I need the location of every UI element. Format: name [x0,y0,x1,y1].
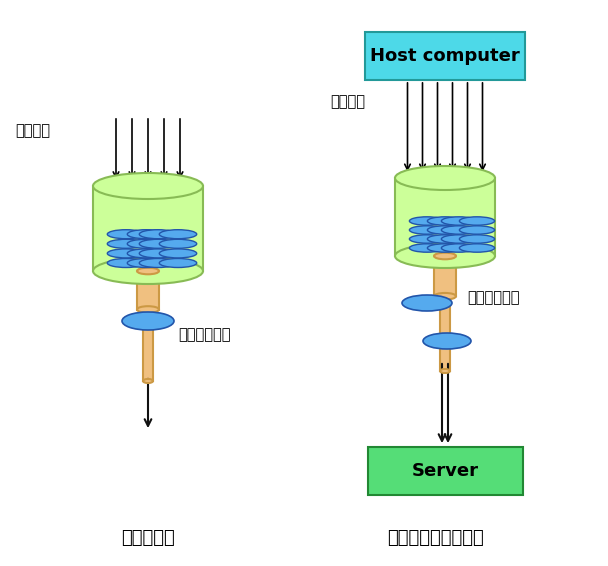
Text: 数据请求: 数据请求 [330,95,365,109]
Ellipse shape [159,239,197,248]
Ellipse shape [409,226,444,234]
FancyBboxPatch shape [365,32,525,80]
FancyBboxPatch shape [367,447,522,495]
Ellipse shape [127,259,165,268]
Polygon shape [143,310,153,381]
Ellipse shape [441,217,477,225]
Ellipse shape [159,249,197,258]
Ellipse shape [143,379,153,383]
Ellipse shape [137,268,159,275]
Polygon shape [137,271,159,310]
Ellipse shape [139,249,177,258]
Ellipse shape [139,239,177,248]
Ellipse shape [159,230,197,239]
Ellipse shape [441,226,477,234]
Ellipse shape [434,252,456,259]
Ellipse shape [427,244,463,252]
Ellipse shape [107,259,145,268]
Ellipse shape [107,239,145,248]
Ellipse shape [395,244,495,268]
Ellipse shape [159,259,197,268]
Ellipse shape [460,244,494,252]
Ellipse shape [427,235,463,243]
Ellipse shape [441,235,477,243]
Ellipse shape [127,239,165,248]
Ellipse shape [409,217,444,225]
Ellipse shape [93,173,203,199]
Ellipse shape [441,244,477,252]
Ellipse shape [139,230,177,239]
Text: 被服务的请求: 被服务的请求 [467,290,519,306]
Ellipse shape [409,244,444,252]
Polygon shape [395,178,495,256]
Text: Host computer: Host computer [370,47,520,65]
Ellipse shape [127,249,165,258]
Ellipse shape [137,306,159,313]
Ellipse shape [427,217,463,225]
Ellipse shape [423,333,471,349]
Ellipse shape [139,259,177,268]
Polygon shape [93,186,203,271]
Ellipse shape [107,249,145,258]
Text: Server: Server [412,462,478,480]
Polygon shape [440,296,450,371]
Ellipse shape [427,226,463,234]
Text: 被服务的请求: 被服务的请求 [178,328,230,342]
Text: 数据请求: 数据请求 [15,123,50,139]
Ellipse shape [434,293,456,299]
Ellipse shape [107,230,145,239]
Text: 令牌桶算法: 令牌桶算法 [121,529,175,547]
Ellipse shape [127,230,165,239]
Ellipse shape [460,226,494,234]
Ellipse shape [460,235,494,243]
Ellipse shape [440,369,450,373]
Ellipse shape [122,312,174,330]
Ellipse shape [402,295,452,311]
Ellipse shape [460,217,494,225]
Polygon shape [434,256,456,296]
Ellipse shape [93,258,203,284]
Ellipse shape [409,235,444,243]
Text: 令牌桶算法应用图示: 令牌桶算法应用图示 [387,529,483,547]
Ellipse shape [395,166,495,190]
